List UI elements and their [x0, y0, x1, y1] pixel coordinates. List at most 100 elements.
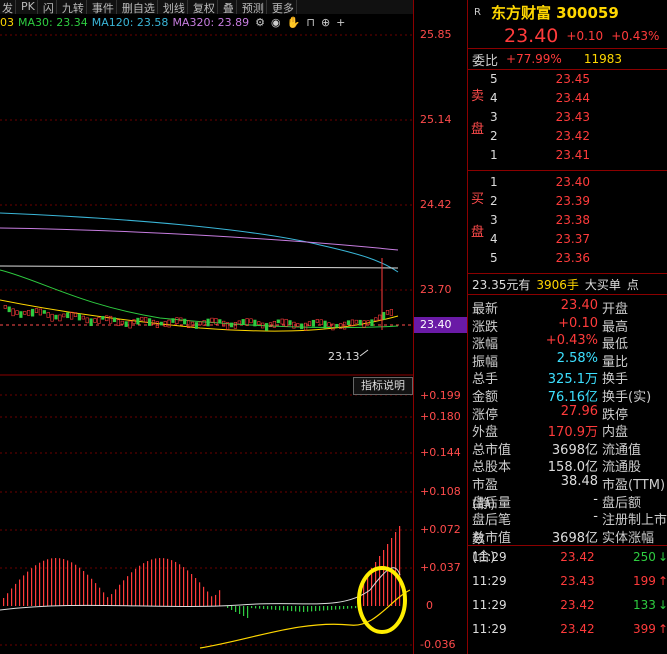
- macd-bar: [143, 563, 145, 606]
- macd-bar: [199, 582, 201, 606]
- axis-label: 25.14: [420, 113, 452, 126]
- macd-bar: [315, 606, 317, 612]
- sell-book: 卖盘 5 23.45 4 23.44 3 23.43 2 23.42 1 23.41: [468, 70, 667, 171]
- macd-bar: [3, 598, 5, 606]
- macd-bar: [27, 571, 29, 606]
- indicator-help-button[interactable]: 指标说明: [353, 377, 413, 395]
- candle: [136, 317, 140, 325]
- toolbar-item[interactable]: 划线: [161, 0, 188, 15]
- candle: [183, 318, 187, 325]
- macd-bar: [303, 606, 305, 612]
- toolbar-item[interactable]: 事件: [90, 0, 117, 15]
- stat-value: 38.48: [560, 474, 598, 489]
- macd-bar: [67, 560, 69, 606]
- macd-bar: [23, 575, 25, 606]
- macd-bar: [115, 589, 117, 606]
- tick-row: 11:29 23.42 133 ↓: [472, 598, 667, 612]
- toolbar-item[interactable]: 预测: [240, 0, 267, 15]
- toolbar-item[interactable]: 复权: [191, 0, 218, 15]
- macd-bar: [267, 606, 269, 610]
- buy-level: 5 23.36: [490, 251, 590, 265]
- macd-bar: [91, 578, 93, 606]
- stat-value: +0.43%: [545, 333, 598, 349]
- macd-bar: [187, 570, 189, 606]
- candle: [120, 320, 124, 325]
- toolbar-item[interactable]: 叠: [221, 0, 237, 15]
- lock-icon[interactable]: ⊓: [306, 16, 315, 29]
- kline-chart-area[interactable]: 发 PK 闪 九转 事件 删自选 划线 复权 叠 预测 更多 03 MA30: …: [0, 0, 413, 654]
- candle: [38, 308, 42, 316]
- macd-bar: [271, 606, 273, 610]
- stat-row: 涨跌 +0.10 最高: [472, 316, 667, 335]
- stat-key2: 实体涨幅: [602, 530, 655, 546]
- buy-book: 买盘 1 23.40 2 23.39 3 23.38 4 23.37 5 23.36: [468, 171, 667, 274]
- zoom-in-icon[interactable]: ⊕: [320, 16, 331, 29]
- ma30-line: [0, 269, 399, 329]
- toolbar-item[interactable]: 删自选: [120, 0, 158, 15]
- candle: [58, 314, 62, 322]
- candle: [280, 318, 284, 325]
- stat-row: 盘后笔数 - 注册制上市: [472, 509, 667, 547]
- macd-bar: [215, 594, 217, 606]
- macd-bar: [159, 558, 161, 606]
- toolbar-item[interactable]: 九转: [60, 0, 87, 15]
- stat-key: 金额: [472, 390, 499, 405]
- stat-key: 市盈(静): [472, 478, 499, 512]
- candle: [300, 323, 304, 330]
- macd-bar: [183, 567, 185, 606]
- candle: [190, 321, 195, 327]
- toolbar-item[interactable]: PK: [19, 0, 38, 14]
- add-icon[interactable]: +: [336, 16, 346, 29]
- candle: [167, 319, 171, 328]
- low-label: 23.13: [328, 350, 360, 363]
- price-change: +0.10: [566, 29, 604, 43]
- stat-key2: 量比: [602, 354, 629, 370]
- stat-key: 涨跌: [472, 319, 499, 335]
- candle: [311, 319, 316, 327]
- macd-bar: [355, 606, 357, 609]
- settings-icon[interactable]: ⚙: [255, 16, 266, 29]
- toolbar-item[interactable]: 闪: [41, 0, 57, 15]
- macd-bar: [163, 558, 165, 606]
- macd-bar: [123, 580, 125, 606]
- dea-line: [199, 589, 411, 649]
- stat-value: 23.40: [560, 298, 598, 313]
- stat-value: 325.1万: [547, 372, 598, 388]
- ma-legend: 03 MA30: 23.34 MA120: 23.58 MA320: 23.89…: [0, 16, 345, 30]
- stat-key2: 市盈(TTM): [602, 478, 666, 493]
- candle: [264, 323, 269, 331]
- big-order-label: 大买单: [584, 277, 621, 292]
- stat-row: 涨停 27.96 跌停: [472, 403, 667, 423]
- candle: [151, 319, 156, 325]
- candle: [124, 321, 128, 327]
- macd-bar: [243, 606, 245, 616]
- macd-bar: [399, 526, 401, 606]
- candle: [175, 317, 179, 324]
- weicha-value: 11983: [583, 52, 623, 66]
- candle: [30, 308, 35, 317]
- toolbar-item[interactable]: 发: [0, 0, 16, 15]
- eye-icon[interactable]: ◉: [271, 16, 281, 29]
- macd-axis-label: +0.108: [420, 485, 461, 498]
- macd-axis-label: +0.072: [420, 523, 461, 536]
- candle: [381, 312, 386, 320]
- stat-value: 158.0亿: [547, 460, 598, 476]
- candle: [249, 318, 253, 324]
- buy-side-label: 买盘: [471, 192, 485, 240]
- toolbar-item[interactable]: 更多: [270, 0, 297, 15]
- stat-row: 总股本 158.0亿 流通股: [472, 456, 667, 476]
- buy-level: 1 23.40: [490, 175, 590, 189]
- hand-icon[interactable]: ✋: [286, 16, 301, 29]
- candle: [218, 319, 222, 323]
- candle: [346, 320, 351, 325]
- big-order-row[interactable]: 23.35元有 3906手 大买单 点: [468, 274, 667, 295]
- stat-key: 振幅: [472, 354, 499, 370]
- tick-row: 11:29 23.42 250 ↓: [472, 550, 667, 564]
- stat-key: 总手: [472, 372, 499, 388]
- candle: [206, 318, 210, 327]
- stat-row: 总市值 3698亿 流通值: [472, 439, 667, 458]
- macd-bar: [367, 574, 369, 606]
- macd-axis-label: +0.144: [420, 446, 461, 459]
- macd-bar: [299, 606, 301, 612]
- stat-value: 27.96: [560, 403, 598, 419]
